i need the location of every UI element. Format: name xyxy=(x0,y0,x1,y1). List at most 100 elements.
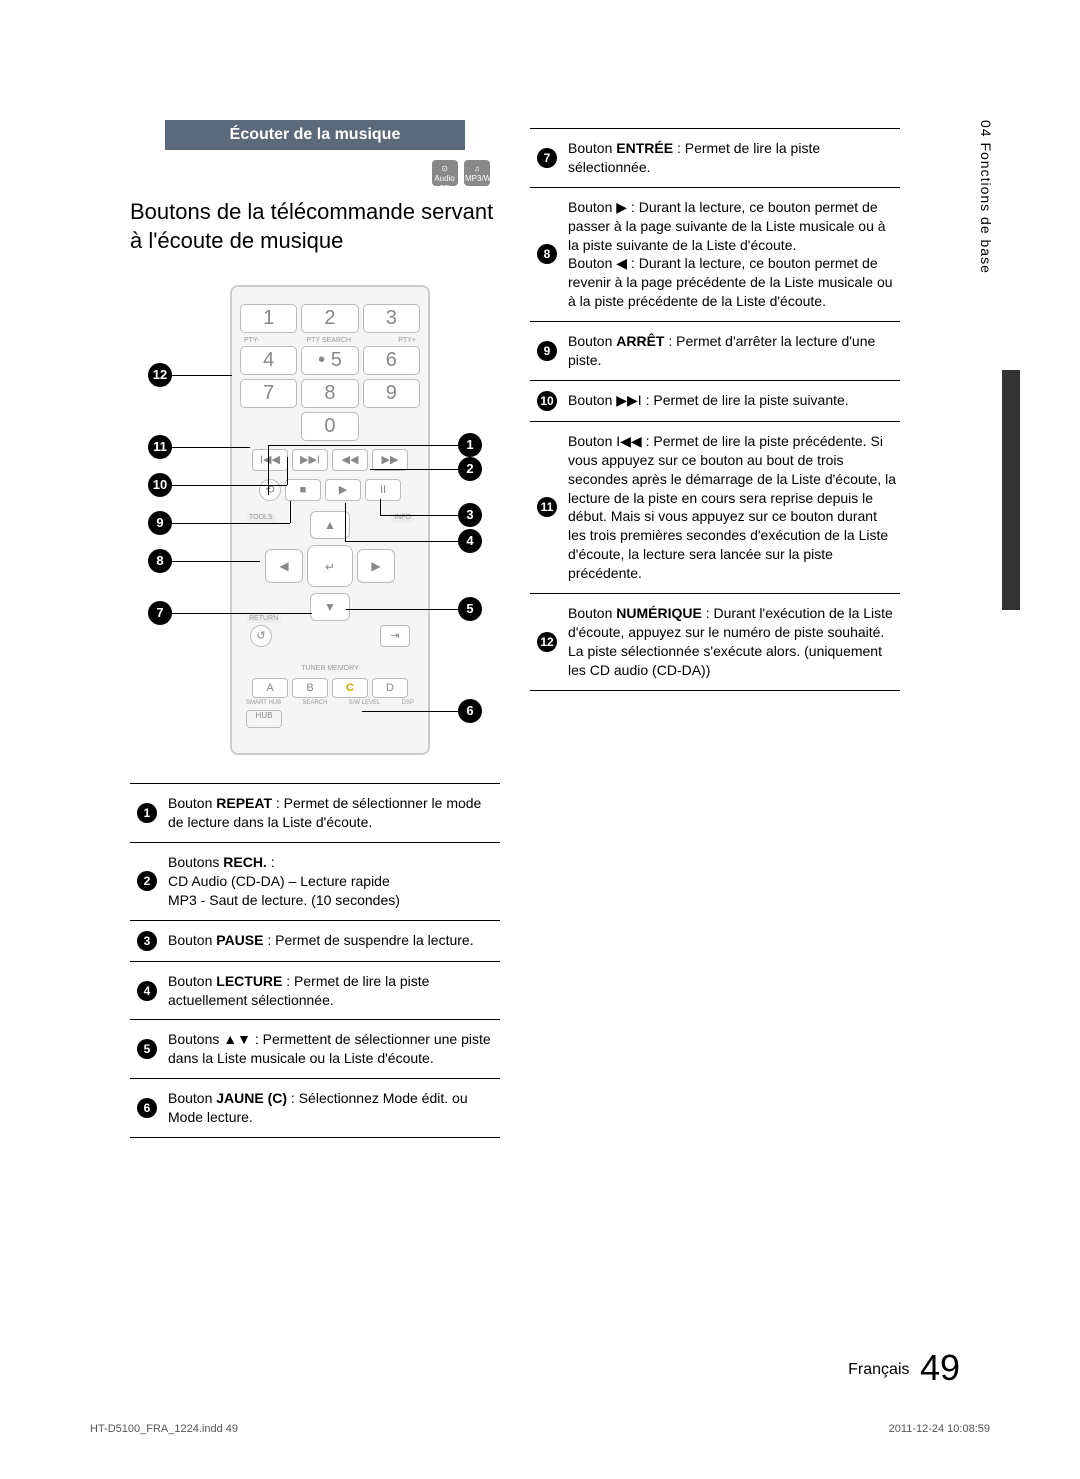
icons-row: ⊙Audio CD ♫MP3/WMA xyxy=(130,160,500,186)
row-num: 12 xyxy=(537,632,557,652)
row-num-cell: 12 xyxy=(530,594,564,691)
table-row: 5Boutons ▲▼ : Permettent de sélectionner… xyxy=(130,1020,500,1079)
table-row: 2Boutons RECH. :CD Audio (CD-DA) – Lectu… xyxy=(130,842,500,920)
col-right: 7 Bouton ENTRÉE : Permet de lire la piste… xyxy=(530,120,900,1138)
num-6: 6 xyxy=(363,346,420,375)
callout-10: 10 xyxy=(148,473,172,497)
btn-c: C xyxy=(332,678,368,698)
num-2: 2 xyxy=(301,304,358,333)
row-num: 10 xyxy=(537,391,557,411)
callout-12: 12 xyxy=(148,363,172,387)
section-header: Écouter de la musique xyxy=(165,120,465,150)
row-num-cell: 11 xyxy=(530,421,564,593)
table-row: 1Bouton REPEAT : Permet de sélectionner … xyxy=(130,784,500,843)
row-num: 3 xyxy=(137,931,157,951)
dpad-enter: ↵ xyxy=(307,545,353,587)
callout-11: 11 xyxy=(148,435,172,459)
row-text: Bouton PAUSE : Permet de suspendre la le… xyxy=(164,920,500,961)
columns: Écouter de la musique ⊙Audio CD ♫MP3/WMA… xyxy=(130,120,990,1138)
print-date: 2011-12-24 10:08:59 xyxy=(889,1423,990,1435)
dpad-right: ▶ xyxy=(357,549,395,583)
row-num: 7 xyxy=(537,148,557,168)
callout-7: 7 xyxy=(148,601,172,625)
row-text: Boutons RECH. :CD Audio (CD-DA) – Lectur… xyxy=(164,842,500,920)
remote-container: 1 2 3 PTY- PTY SEARCH PTY+ 4 • 5 6 7 xyxy=(130,285,500,775)
mp3wma-icon: ♫MP3/WMA xyxy=(464,160,490,186)
num-5: • 5 xyxy=(301,346,358,375)
row-num: 9 xyxy=(537,341,557,361)
row-num-cell: 3 xyxy=(130,920,164,961)
callout-9: 9 xyxy=(148,511,172,535)
row-text: Bouton LECTURE : Permet de lire la piste… xyxy=(164,961,500,1020)
hub-btn: HUB xyxy=(246,710,282,728)
transport-row-2: ⟲ ■ ▶ II xyxy=(240,479,420,501)
left-desc-table: 1Bouton REPEAT : Permet de sélectionner … xyxy=(130,783,500,1138)
row-text: Bouton ▶ : Durant la lecture, ce bouton … xyxy=(564,187,900,321)
row-num-cell: 5 xyxy=(130,1020,164,1079)
table-row: 4 Bouton LECTURE : Permet de lire la pist… xyxy=(130,961,500,1020)
row-num-cell: 1 xyxy=(130,784,164,843)
btn-b: B xyxy=(292,678,328,698)
table-row: 6 Bouton JAUNE (C) : Sélectionnez Mode éd… xyxy=(130,1079,500,1138)
num-8: 8 xyxy=(301,379,358,408)
row-num-cell: 2 xyxy=(130,842,164,920)
table-row: 9 Bouton ARRÊT : Permet d'arrêter la lect… xyxy=(530,322,900,381)
dpad-up: ▲ xyxy=(310,511,350,539)
dpad: ▲ ▼ ◀ ▶ ↵ xyxy=(265,511,395,621)
row-text: Bouton ENTRÉE : Permet de lire la piste … xyxy=(564,129,900,188)
row-num: 4 xyxy=(137,981,157,1001)
callout-3: 3 xyxy=(458,503,482,527)
row-num: 8 xyxy=(537,244,557,264)
row-text: Bouton ARRÊT : Permet d'arrêter la lectu… xyxy=(564,322,900,381)
remote: 1 2 3 PTY- PTY SEARCH PTY+ 4 • 5 6 7 xyxy=(230,285,430,755)
callout-8: 8 xyxy=(148,549,172,573)
stop-btn: ■ xyxy=(285,479,321,501)
right-desc-table: 7 Bouton ENTRÉE : Permet de lire la piste… xyxy=(530,128,900,691)
btn-a: A xyxy=(252,678,288,698)
num-0: 0 xyxy=(301,412,358,441)
row-num: 1 xyxy=(137,803,157,823)
num-4: 4 xyxy=(240,346,297,375)
callout-4: 4 xyxy=(458,529,482,553)
btn-d: D xyxy=(372,678,408,698)
footer-page: 49 xyxy=(920,1347,960,1388)
footer: Français 49 xyxy=(848,1347,960,1389)
row-num: 6 xyxy=(137,1098,157,1118)
row-num: 11 xyxy=(537,497,557,517)
page: 04 Fonctions de base Écouter de la musiq… xyxy=(0,0,1080,1479)
table-row: 3 Bouton PAUSE : Permet de suspendre la l… xyxy=(130,920,500,961)
table-row: 7 Bouton ENTRÉE : Permet de lire la piste… xyxy=(530,129,900,188)
exit-btn: ⇥ xyxy=(380,625,410,647)
table-row: 12Bouton NUMÉRIQUE : Durant l'exécution … xyxy=(530,594,900,691)
num-9: 9 xyxy=(363,379,420,408)
col-left: Écouter de la musique ⊙Audio CD ♫MP3/WMA… xyxy=(130,120,500,1138)
dpad-down: ▼ xyxy=(310,593,350,621)
num-1: 1 xyxy=(240,304,297,333)
print-line: HT-D5100_FRA_1224.indd 49 2011-12-24 10:… xyxy=(90,1423,990,1435)
play-btn: ▶ xyxy=(325,479,361,501)
abcd-row: A B C D xyxy=(240,678,420,698)
side-bar-dark xyxy=(1002,370,1020,610)
pause-btn: II xyxy=(365,479,401,501)
table-row: 8 Bouton ▶ : Durant la lecture, ce bouton… xyxy=(530,187,900,321)
prev-btn: I◀◀ xyxy=(252,449,288,471)
return-label: RETURN xyxy=(246,614,281,623)
row-text: Bouton JAUNE (C) : Sélectionnez Mode édi… xyxy=(164,1079,500,1138)
table-row: 11Bouton I◀◀ : Permet de lire la piste p… xyxy=(530,421,900,593)
transport-row-1: I◀◀ ▶▶I ◀◀ ▶▶ xyxy=(240,449,420,471)
row-num-cell: 9 xyxy=(530,322,564,381)
subtitle: Boutons de la télécommande servant à l'é… xyxy=(130,198,500,255)
side-tab: 04 Fonctions de base xyxy=(978,120,1000,360)
ff-btn: ▶▶ xyxy=(372,449,408,471)
side-tab-text: 04 Fonctions de base xyxy=(978,120,994,274)
num-7: 7 xyxy=(240,379,297,408)
repeat-btn: ⟲ xyxy=(259,479,281,501)
row-num-cell: 4 xyxy=(130,961,164,1020)
dpad-left: ◀ xyxy=(265,549,303,583)
num-grid: 1 2 3 xyxy=(240,304,420,333)
callout-5: 5 xyxy=(458,597,482,621)
row-num-cell: 8 xyxy=(530,187,564,321)
next-btn: ▶▶I xyxy=(292,449,328,471)
footer-lang: Français xyxy=(848,1361,909,1378)
callout-2: 2 xyxy=(458,457,482,481)
